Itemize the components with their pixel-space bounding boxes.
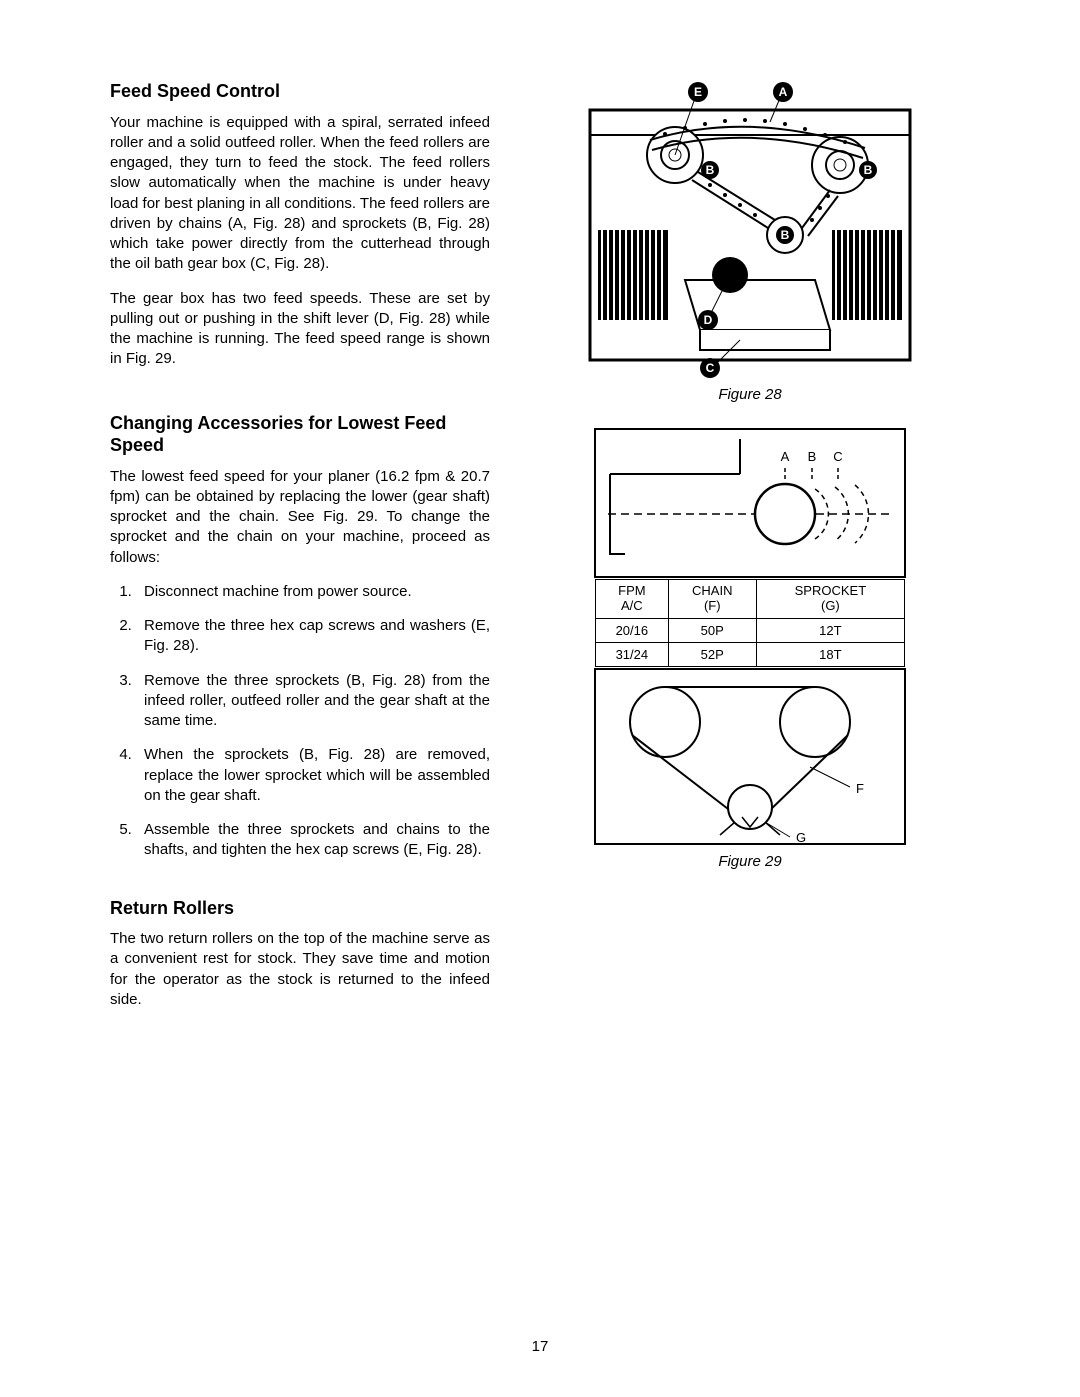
table-row: 31/24 52P 18T bbox=[596, 642, 905, 666]
step-2: Remove the three hex cap screws and wash… bbox=[136, 616, 490, 657]
heading-return-rollers: Return Rollers bbox=[110, 897, 490, 920]
figure-28-caption: Figure 28 bbox=[718, 386, 781, 403]
figure-29-caption: Figure 29 bbox=[718, 853, 781, 870]
cell: 31/24 bbox=[596, 642, 669, 666]
table-row: 20/16 50P 12T bbox=[596, 618, 905, 642]
infeed-roller-icon bbox=[598, 230, 668, 320]
th-sprocket-1: SPROCKET bbox=[795, 583, 867, 598]
callout-c: C bbox=[706, 361, 715, 375]
cell: 20/16 bbox=[596, 618, 669, 642]
left-column: Feed Speed Control Your machine is equip… bbox=[110, 80, 490, 1024]
para-feed-speed-1: Your machine is equipped with a spiral, … bbox=[110, 113, 490, 275]
steps-list: Disconnect machine from power source. Re… bbox=[110, 582, 490, 861]
heading-feed-speed: Feed Speed Control bbox=[110, 80, 490, 103]
cell: 50P bbox=[668, 618, 756, 642]
para-changing-acc: The lowest feed speed for your planer (1… bbox=[110, 467, 490, 568]
step-4: When the sprockets (B, Fig. 28) are remo… bbox=[136, 745, 490, 806]
fig29-label-b: B bbox=[808, 449, 817, 464]
th-fpm-2: A/C bbox=[621, 598, 643, 613]
th-chain-2: (F) bbox=[704, 598, 721, 613]
step-5: Assemble the three sprockets and chains … bbox=[136, 820, 490, 861]
fig29-label-g: G bbox=[796, 830, 806, 845]
heading-changing-acc: Changing Accessories for Lowest Feed Spe… bbox=[110, 412, 490, 457]
fig29-label-c: C bbox=[833, 449, 842, 464]
cell: 18T bbox=[756, 642, 904, 666]
callout-d: D bbox=[704, 313, 713, 327]
callout-b2: B bbox=[864, 163, 873, 177]
th-fpm-1: FPM bbox=[618, 583, 645, 598]
callout-b1: B bbox=[706, 163, 715, 177]
th-sprocket-2: (G) bbox=[821, 598, 840, 613]
callout-b3: B bbox=[781, 228, 790, 242]
para-feed-speed-2: The gear box has two feed speeds. These … bbox=[110, 289, 490, 370]
figure-28: E A B B B D bbox=[580, 80, 920, 380]
step-1: Disconnect machine from power source. bbox=[136, 582, 490, 602]
cell: 12T bbox=[756, 618, 904, 642]
cell: 52P bbox=[668, 642, 756, 666]
fig29-label-a: A bbox=[781, 449, 790, 464]
fig29-label-f: F bbox=[856, 781, 864, 796]
para-return-rollers: The two return rollers on the top of the… bbox=[110, 929, 490, 1010]
th-chain-1: CHAIN bbox=[692, 583, 732, 598]
callout-a: A bbox=[779, 85, 788, 99]
fig29-table: FPMA/C CHAIN(F) SPROCKET(G) 20/16 50P 12… bbox=[595, 579, 905, 667]
callout-e: E bbox=[694, 85, 702, 99]
step-3: Remove the three sprockets (B, Fig. 28) … bbox=[136, 671, 490, 732]
outfeed-roller-icon bbox=[832, 230, 902, 320]
page-number: 17 bbox=[0, 1338, 1080, 1355]
right-column: E A B B B D bbox=[550, 80, 950, 1024]
figure-29: A B C FPMA/C CHAIN(F) SPROCKET(G) 20/16 … bbox=[580, 419, 920, 847]
